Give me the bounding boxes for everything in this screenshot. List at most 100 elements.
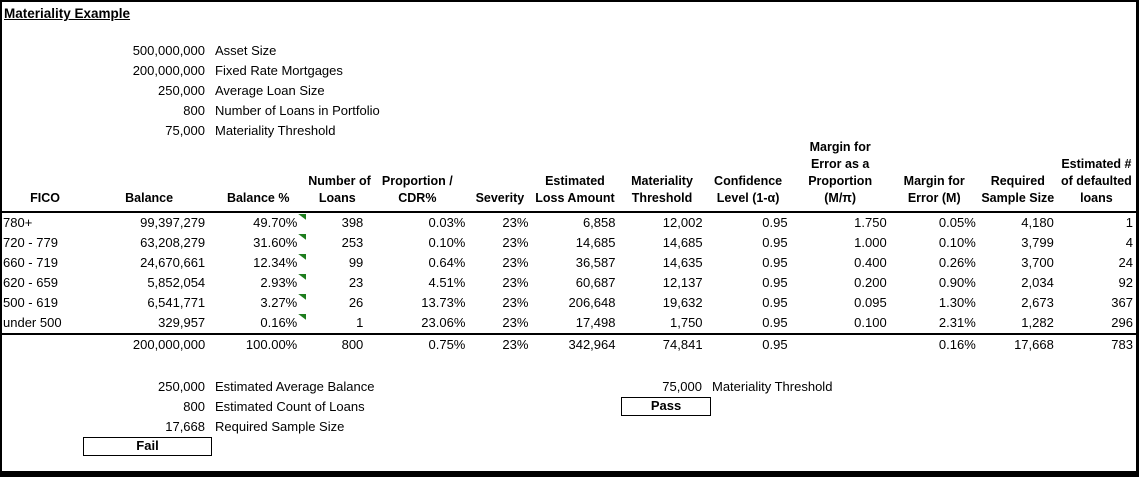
sheet-title[interactable]: Materiality Example — [4, 6, 131, 21]
totals-cell[interactable]: 74,841 — [618, 333, 706, 355]
table-cell[interactable]: 3,799 — [1021, 235, 1054, 250]
table-cell[interactable]: 4.51% — [428, 275, 466, 290]
table-cell[interactable]: 1 — [1125, 215, 1133, 230]
table-cell[interactable]: 12,137 — [662, 275, 703, 290]
table-cell[interactable]: 0.16% — [208, 313, 308, 334]
table-cell[interactable]: 0.10% — [428, 235, 466, 250]
table-cell[interactable]: 49.70% — [208, 212, 308, 233]
table-cell[interactable]: 0.64% — [428, 255, 466, 270]
totals-cell[interactable]: 0.95 — [705, 333, 791, 355]
parameter-label-cell[interactable]: Asset Size — [215, 43, 277, 58]
table-cell[interactable]: 31.60% — [208, 233, 308, 253]
column-header-6[interactable]: Estimated Loss Amount — [531, 135, 619, 213]
table-cell[interactable]: 1,282 — [1021, 315, 1054, 330]
totals-cell[interactable]: 17,668 — [978, 333, 1057, 355]
table-cell[interactable]: 1.000 — [854, 235, 887, 250]
parameter-label-cell[interactable]: Number of Loans in Portfolio — [215, 103, 380, 118]
column-header-0[interactable]: FICO — [0, 135, 91, 213]
table-cell[interactable]: 1.30% — [938, 295, 976, 310]
table-cell[interactable]: 3.27% — [208, 293, 308, 313]
totals-cell[interactable]: 342,964 — [531, 333, 619, 355]
table-cell[interactable]: 660 - 719 — [3, 255, 58, 270]
totals-cell[interactable] — [0, 333, 91, 355]
table-cell[interactable]: 0.200 — [854, 275, 887, 290]
parameter-value-cell[interactable]: 200,000,000 — [132, 63, 205, 78]
column-header-4[interactable]: Proportion / CDR% — [366, 135, 469, 213]
totals-cell[interactable]: 0.16% — [889, 333, 979, 355]
table-cell[interactable]: 2.31% — [938, 315, 976, 330]
totals-cell[interactable]: 783 — [1056, 333, 1136, 355]
table-cell[interactable]: 24 — [1118, 255, 1133, 270]
parameter-value-cell[interactable]: 800 — [183, 103, 205, 118]
table-cell[interactable]: 36,587 — [575, 255, 616, 270]
table-cell[interactable]: 4,180 — [1021, 215, 1054, 230]
table-cell[interactable]: 23% — [502, 235, 529, 250]
column-header-7[interactable]: Materiality Threshold — [618, 135, 706, 213]
column-header-1[interactable]: Balance — [90, 135, 209, 213]
table-cell[interactable]: 0.95 — [762, 275, 788, 290]
column-header-2[interactable]: Balance % — [208, 135, 309, 213]
table-cell[interactable]: 14,635 — [662, 255, 703, 270]
table-cell[interactable]: 2,673 — [1021, 295, 1054, 310]
table-cell[interactable]: 14,685 — [575, 235, 616, 250]
table-cell[interactable]: 253 — [341, 235, 364, 250]
table-cell[interactable]: 1,750 — [670, 315, 703, 330]
table-cell[interactable]: 23% — [502, 295, 529, 310]
column-header-5[interactable]: Severity — [468, 135, 532, 213]
table-cell[interactable]: 13.73% — [421, 295, 466, 310]
totals-cell[interactable]: 200,000,000 — [90, 333, 209, 355]
totals-cell[interactable]: 0.75% — [366, 333, 469, 355]
table-cell[interactable]: 0.400 — [854, 255, 887, 270]
table-cell[interactable]: 0.10% — [938, 235, 976, 250]
table-cell[interactable]: 12.34% — [208, 253, 308, 273]
table-cell[interactable]: 1 — [356, 315, 364, 330]
fail-status-box[interactable]: Fail — [83, 437, 212, 456]
table-cell[interactable]: 99 — [348, 255, 364, 270]
summary-label-cell[interactable]: Materiality Threshold — [712, 379, 833, 394]
table-cell[interactable]: 3,700 — [1021, 255, 1054, 270]
table-cell[interactable]: 329,957 — [158, 315, 206, 330]
parameter-label-cell[interactable]: Fixed Rate Mortgages — [215, 63, 343, 78]
table-cell[interactable]: 23% — [502, 255, 529, 270]
table-cell[interactable]: 780+ — [3, 215, 33, 230]
table-cell[interactable]: 4 — [1125, 235, 1133, 250]
parameter-label-cell[interactable]: Materiality Threshold — [215, 123, 336, 138]
table-cell[interactable]: 367 — [1111, 295, 1133, 310]
column-header-10[interactable]: Margin for Error (M) — [889, 135, 979, 213]
table-cell[interactable]: 2.93% — [208, 273, 308, 293]
table-cell[interactable]: 500 - 619 — [3, 295, 58, 310]
table-cell[interactable]: 206,648 — [568, 295, 616, 310]
table-cell[interactable]: 0.26% — [938, 255, 976, 270]
column-header-11[interactable]: Required Sample Size — [978, 135, 1057, 213]
table-cell[interactable]: 17,498 — [575, 315, 616, 330]
parameter-value-cell[interactable]: 500,000,000 — [132, 43, 205, 58]
pass-status-box[interactable]: Pass — [621, 397, 711, 416]
table-cell[interactable]: 398 — [341, 215, 364, 230]
table-cell[interactable]: 6,858 — [582, 215, 616, 230]
table-cell[interactable]: 92 — [1118, 275, 1133, 290]
table-cell[interactable]: under 500 — [3, 315, 62, 330]
table-cell[interactable]: 2,034 — [1021, 275, 1054, 290]
table-cell[interactable]: 0.90% — [938, 275, 976, 290]
table-cell[interactable]: 26 — [348, 295, 364, 310]
totals-cell[interactable] — [790, 333, 890, 355]
table-cell[interactable]: 23% — [502, 275, 529, 290]
table-cell[interactable]: 12,002 — [662, 215, 703, 230]
table-cell[interactable]: 19,632 — [662, 295, 703, 310]
table-cell[interactable]: 23% — [502, 315, 529, 330]
table-cell[interactable]: 0.95 — [762, 255, 788, 270]
table-cell[interactable]: 0.05% — [938, 215, 976, 230]
table-cell[interactable]: 720 - 779 — [3, 235, 58, 250]
summary-label-cell[interactable]: Estimated Average Balance — [215, 379, 375, 394]
table-cell[interactable]: 296 — [1111, 315, 1133, 330]
table-cell[interactable]: 14,685 — [662, 235, 703, 250]
column-header-9[interactable]: Margin for Error as a Proportion (M/π) — [790, 135, 890, 213]
table-cell[interactable]: 6,541,771 — [147, 295, 206, 310]
table-cell[interactable]: 0.95 — [762, 295, 788, 310]
parameter-value-cell[interactable]: 250,000 — [158, 83, 205, 98]
summary-label-cell[interactable]: Estimated Count of Loans — [215, 399, 365, 414]
summary-value-cell[interactable]: 800 — [183, 399, 205, 414]
totals-cell[interactable]: 800 — [308, 333, 367, 355]
column-header-8[interactable]: Confidence Level (1-α) — [705, 135, 791, 213]
table-cell[interactable]: 63,208,279 — [140, 235, 206, 250]
